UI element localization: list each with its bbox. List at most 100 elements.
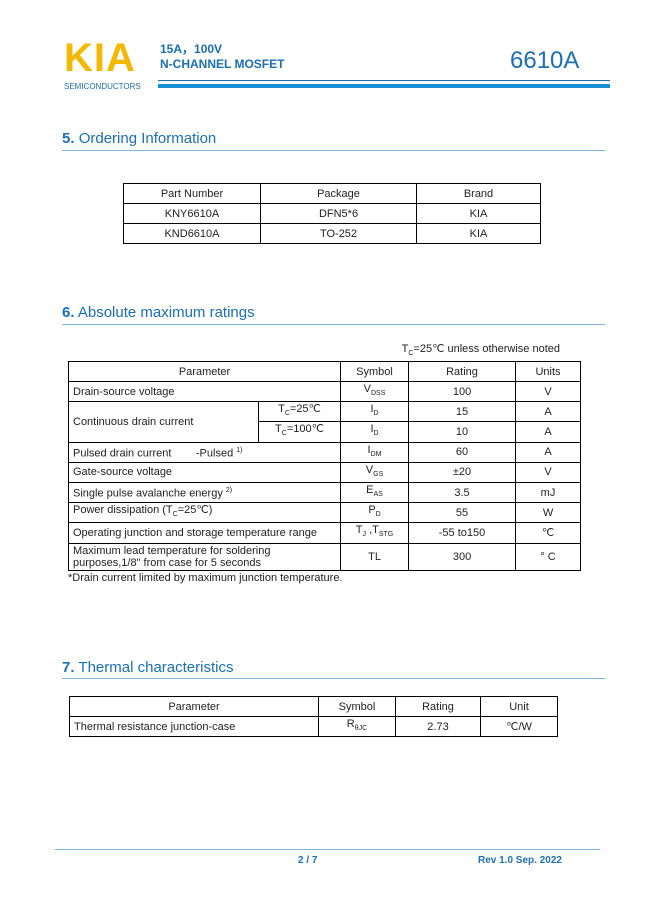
text-run: D [373,430,379,438]
text-run: =100℃ [286,423,324,436]
section-number: 6. [62,304,75,321]
table-cell: V [515,380,582,403]
text-run: STG [378,531,394,539]
table-row: Continuous drain current TC=25℃ ID 15 A [68,401,582,443]
text-run: C [172,511,178,519]
table-cell: RθJC [318,715,396,738]
text-run: GS [373,470,384,478]
text-run: θJC [354,725,368,733]
text-run: V [365,463,374,476]
text-run: I [367,443,371,456]
section-number: 5. [62,130,75,147]
table-cell: Gate-source voltage [67,461,342,483]
logo-sub: SEMICONDUCTORS [64,82,141,91]
table-cell: A [515,421,582,443]
text-run: D [375,511,381,519]
header-spec: 15A，100V [160,42,223,56]
table-cell: VDSS [340,380,410,403]
revision: Rev 1.0 Sep. 2022 [478,855,562,866]
header-cell: Parameter [69,696,319,717]
condition-note: TC=25℃ unless otherwise noted [402,342,560,357]
header-cell: Units [515,361,582,382]
table-cell: IDM [340,441,410,463]
table-row: Operating junction and storage temperatu… [67,522,582,544]
text-run: DSS [370,390,386,398]
footer-rule [55,849,600,850]
table-cell: ℃ [515,522,582,544]
header-type: N-CHANNEL MOSFET [160,57,285,71]
text-run: C [281,430,287,438]
text-run: P [368,504,376,517]
ratings-table: Parameter Symbol Rating Units Drain-source v… [67,361,582,571]
table-row: Single pulse avalanche energy 2) EAS 3.5 mJ [67,481,582,504]
text-run: R [346,718,355,730]
section-rule [62,150,605,151]
table-cell: TJ ,TSTG [340,522,410,544]
table-cell: 60 [408,441,517,463]
text-run: T [278,403,285,416]
table-cell: Pulsed drain current -Pulsed 1) [67,441,342,463]
table-cell: Drain-source voltage [67,380,342,403]
page-number: 2 / 7 [298,855,318,866]
text-run: DM [370,450,382,458]
section-title: 6. Absolute maximum ratings [62,304,255,321]
table-cell: V [515,461,582,483]
section-rule [62,324,605,325]
section-number: 7. [62,659,75,676]
header-rule [158,80,610,81]
section-title: 7. Thermal characteristics [62,659,233,676]
table-cell: EAS [340,481,410,504]
header-cell: Parameter [67,361,342,382]
text-run: T [355,524,363,537]
text-run: =25℃ unless otherwise noted [413,343,560,355]
text-run: C [284,410,290,418]
table-cell: TC=100℃ [257,421,342,443]
thermal-table: Parameter Symbol Rating Unit Thermal resista… [69,696,558,738]
table-cell: W [515,502,582,524]
text-run: I [370,423,374,436]
header-bar [158,84,610,88]
table-cell: ID [340,421,410,443]
table-cell: 2.73 [395,715,481,738]
table-cell: 100 [408,380,517,403]
header-row: Parameter Symbol Rating Unit [69,696,558,717]
section-rule [62,678,605,679]
table-row: KNY6610A DFN5*6 KIA [123,203,541,224]
table-row: Maximum lead temperature for soldering p… [67,542,582,571]
table-cell: 300 [408,542,517,571]
table-cell: KIA [416,203,541,224]
text-run: =25℃ [289,403,321,416]
table-cell: Thermal resistance junction-case [69,715,319,738]
section-text: Ordering Information [78,130,217,147]
header-cell: Brand [416,183,541,204]
table-cell: 10 [408,421,517,443]
header-cell: Rating [395,696,481,717]
header-cell: Package [260,183,417,204]
header-cell: Rating [408,361,517,382]
table-row: Pulsed drain current -Pulsed 1) IDM 60 A [67,441,582,463]
table-cell: ℃/W [480,715,558,738]
text-run: T [275,423,282,436]
table-cell: 55 [408,502,517,524]
table-cell: KNY6610A [123,203,261,224]
text-run: Single pulse avalanche energy [73,487,226,500]
table-cell: A [515,441,582,463]
header-cell: Symbol [318,696,396,717]
table-cell: Continuous drain current [68,401,259,443]
table-cell: Operating junction and storage temperatu… [67,522,342,544]
section-text: Thermal characteristics [78,659,234,676]
table-cell: mJ [515,481,582,504]
table-cell: A [515,401,582,423]
table-cell: TO-252 [260,223,417,244]
header-row: Part Number Package Brand [123,183,541,204]
table-row: Thermal resistance junction-case RθJC 2.73… [69,715,558,738]
section-text: Absolute maximum ratings [77,304,255,321]
text-run: C [408,350,414,358]
table-row: Power dissipation (TC=25℃) PD 55 W [67,502,582,524]
part-number: 6610A [510,47,580,74]
text-run: E [366,483,374,496]
text-run: Pulsed drain current -Pulsed [73,447,237,460]
table-cell: Maximum lead temperature for soldering p… [67,542,342,571]
table-cell: 15 [408,401,517,423]
